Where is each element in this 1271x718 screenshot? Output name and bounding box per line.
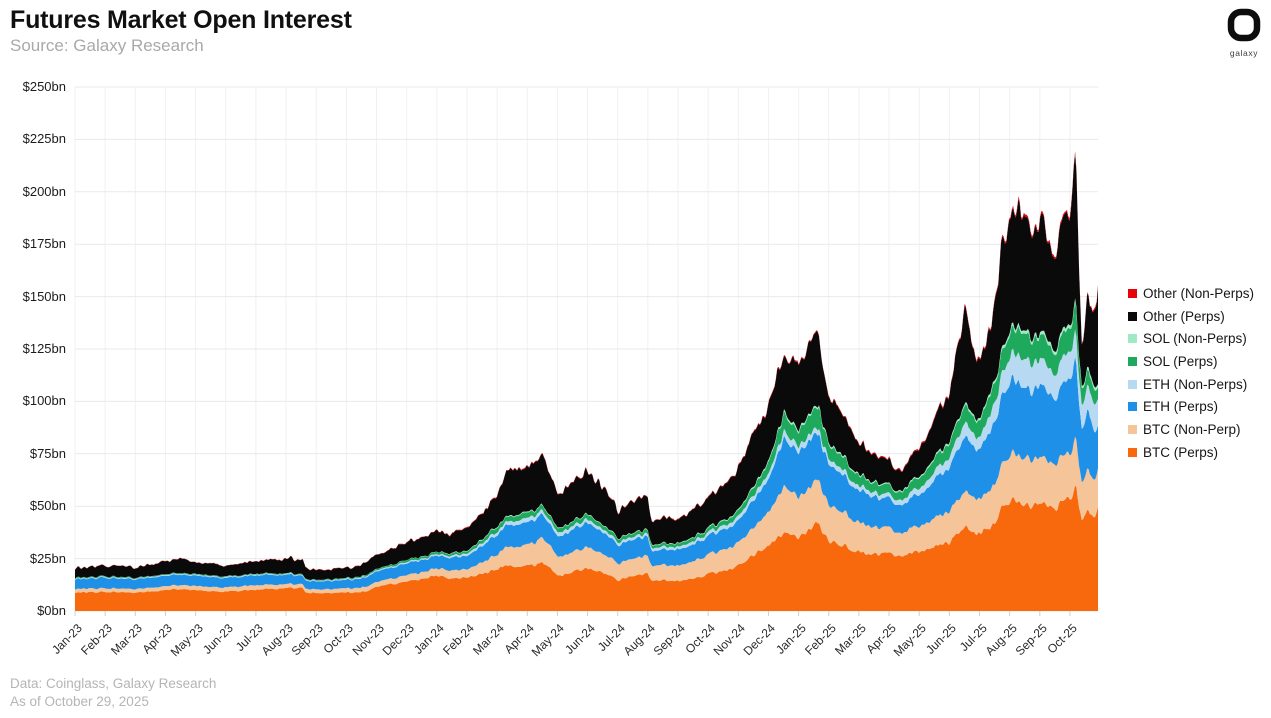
legend-swatch xyxy=(1128,334,1137,344)
y-axis-label: $250bn xyxy=(22,79,66,94)
legend-item: BTC (Non-Perp) xyxy=(1128,418,1254,441)
y-axis-label: $50bn xyxy=(29,498,66,514)
legend-swatch xyxy=(1128,402,1137,412)
legend-label: SOL (Non-Perps) xyxy=(1143,331,1247,347)
legend-swatch xyxy=(1128,356,1137,366)
y-axis-label: $125bn xyxy=(22,341,66,356)
legend-label: Other (Perps) xyxy=(1143,308,1225,324)
y-axis-label: $25bn xyxy=(29,550,66,566)
legend-label: ETH (Non-Perps) xyxy=(1143,376,1248,392)
legend-label: BTC (Non-Perp) xyxy=(1143,421,1241,437)
legend-label: SOL (Perps) xyxy=(1143,353,1218,369)
y-axis-label: $200bn xyxy=(22,183,66,199)
legend-swatch xyxy=(1128,288,1137,298)
area-series-btc-non-perp- xyxy=(75,436,1098,594)
legend-item: ETH (Non-Perps) xyxy=(1128,373,1254,396)
area-series-eth-perps- xyxy=(75,356,1098,590)
area-series-other-perps- xyxy=(75,153,1098,580)
legend-swatch xyxy=(1128,447,1137,457)
page-subtitle: Source: Galaxy Research xyxy=(10,36,204,55)
legend-item: Other (Perps) xyxy=(1128,305,1254,328)
footer-as-of-date: As of October 29, 2025 xyxy=(10,694,149,709)
y-axis-label: $225bn xyxy=(22,131,66,147)
legend-item: Other (Non-Perps) xyxy=(1128,282,1254,305)
galaxy-logo: galaxy xyxy=(1224,8,1264,58)
legend-swatch xyxy=(1128,379,1137,389)
legend-item: SOL (Non-Perps) xyxy=(1128,327,1254,350)
page-title: Futures Market Open Interest xyxy=(10,6,352,34)
legend-item: ETH (Perps) xyxy=(1128,395,1254,418)
footer-data-source: Data: Coinglass, Galaxy Research xyxy=(10,676,217,691)
galaxy-logo-text: galaxy xyxy=(1229,48,1259,58)
legend-label: Other (Non-Perps) xyxy=(1143,285,1255,301)
legend-swatch xyxy=(1128,424,1137,434)
y-axis-label: $0bn xyxy=(37,603,66,618)
y-axis-label: $75bn xyxy=(29,445,66,461)
y-axis-label: $175bn xyxy=(22,236,66,252)
area-series-btc-perps- xyxy=(75,485,1098,611)
y-axis-label: $100bn xyxy=(22,393,66,409)
legend-swatch xyxy=(1128,311,1137,321)
legend-label: ETH (Perps) xyxy=(1143,399,1219,415)
legend: Other (Non-Perps) Other (Perps) SOL (Non-P… xyxy=(1128,282,1254,464)
legend-item: BTC (Perps) xyxy=(1128,441,1254,464)
galaxy-logo-icon xyxy=(1227,8,1261,42)
legend-label: BTC (Perps) xyxy=(1143,444,1219,460)
legend-item: SOL (Perps) xyxy=(1128,350,1254,373)
y-axis-label: $150bn xyxy=(22,288,66,304)
